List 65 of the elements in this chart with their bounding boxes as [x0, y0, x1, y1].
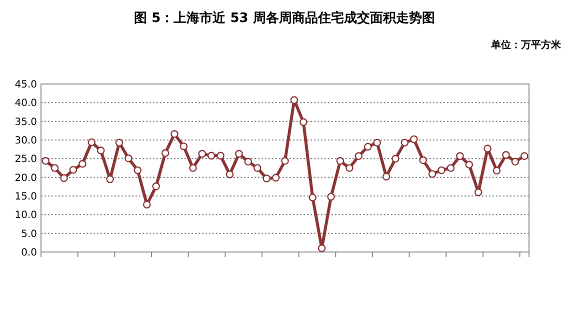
point [346, 164, 354, 172]
point [78, 160, 86, 168]
point [300, 118, 308, 126]
point [456, 152, 464, 160]
point [69, 166, 78, 174]
y-tick-label: 10.0 [14, 210, 37, 222]
point [134, 166, 142, 174]
point [198, 150, 206, 158]
point [42, 157, 50, 165]
point [392, 154, 400, 163]
point [96, 146, 105, 154]
point [290, 96, 298, 104]
point [253, 164, 262, 172]
point [124, 154, 132, 162]
y-tick-label: 35.0 [14, 116, 37, 128]
point [152, 182, 160, 190]
point [502, 151, 510, 159]
point [428, 170, 436, 178]
point [446, 164, 455, 172]
point [142, 200, 151, 208]
point [308, 194, 317, 202]
point [106, 175, 114, 184]
point [373, 138, 381, 147]
point [161, 149, 170, 157]
point [492, 166, 501, 175]
point [180, 142, 188, 150]
y-tick-label: 5.0 [21, 228, 37, 240]
point [382, 172, 390, 180]
point [520, 152, 528, 160]
point [216, 152, 224, 160]
point [207, 152, 216, 160]
point [88, 138, 96, 146]
point [511, 158, 520, 166]
point [170, 130, 178, 138]
point [327, 192, 335, 201]
point [474, 188, 482, 196]
point [115, 138, 124, 147]
point [400, 138, 409, 147]
point [336, 157, 344, 165]
y-tick-label: 15.0 [14, 192, 37, 202]
point [484, 144, 492, 152]
point [60, 174, 68, 182]
point [189, 164, 197, 172]
point [281, 157, 289, 165]
y-tick-label: 40.0 [14, 98, 37, 110]
point [438, 166, 446, 174]
chart-title: 图 5：上海市近 53 周各周商品住宅成交面积走势图 [134, 10, 435, 26]
point [364, 142, 372, 151]
y-tick-label: 20.0 [14, 172, 37, 184]
y-tick-label: 30.0 [14, 136, 37, 146]
point [235, 150, 243, 158]
point [262, 174, 270, 182]
point [410, 135, 418, 144]
point [354, 152, 363, 160]
y-tick-label: 45.0 [14, 80, 37, 90]
y-tick-label: 0.0 [21, 248, 37, 258]
point [419, 156, 428, 164]
point [226, 170, 234, 178]
point [244, 158, 252, 166]
point [318, 244, 326, 252]
point [465, 160, 474, 169]
y-tick-label: 25.0 [14, 154, 37, 166]
point [50, 164, 59, 172]
point [272, 174, 280, 182]
y-axis-title: 单位：万平方米 [490, 39, 562, 51]
